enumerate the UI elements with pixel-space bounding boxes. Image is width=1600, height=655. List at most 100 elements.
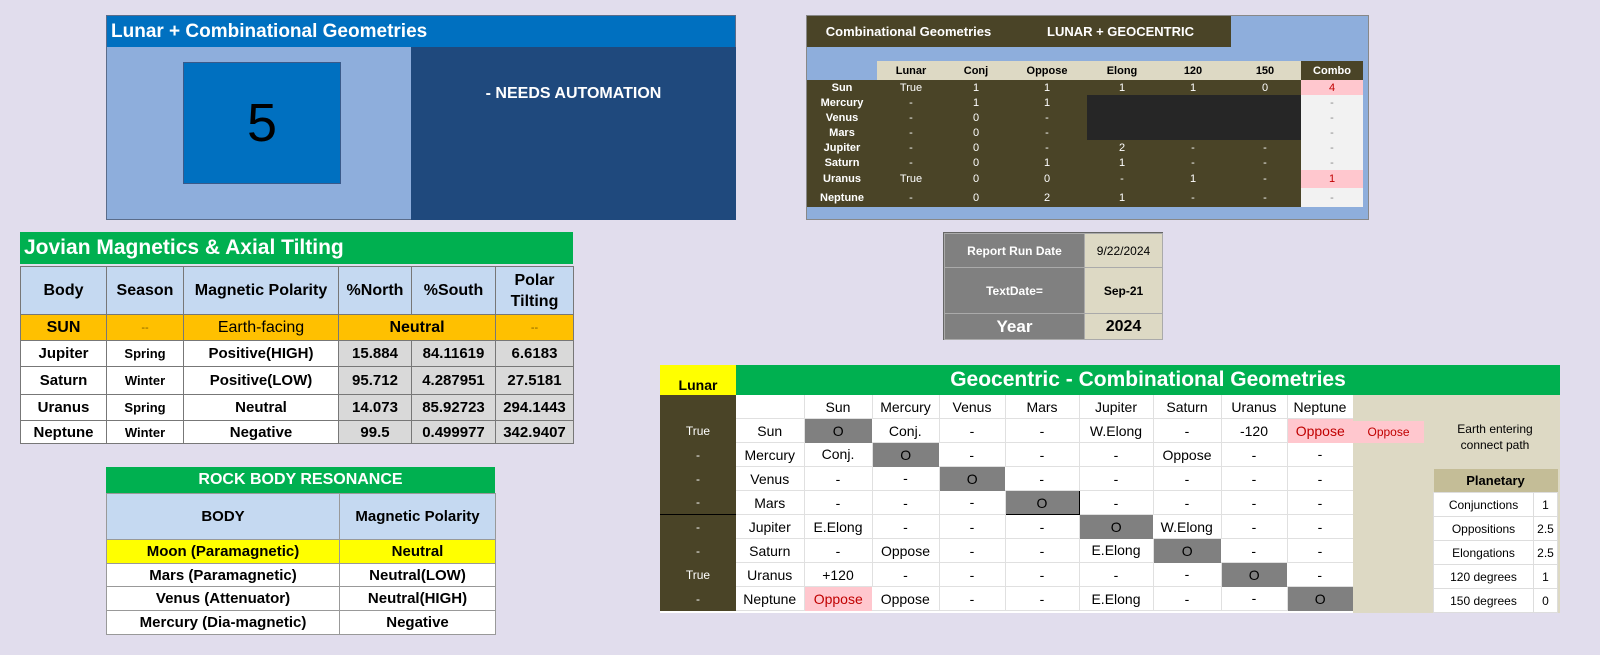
jovian-polarity[interactable]: Positive(LOW) bbox=[183, 366, 339, 395]
geo-cell[interactable]: - bbox=[1221, 466, 1288, 491]
geo-lunar-flag[interactable]: True bbox=[660, 418, 736, 443]
rock-polarity[interactable]: Neutral(HIGH) bbox=[339, 586, 496, 611]
jovian-south[interactable]: 85.92723 bbox=[411, 394, 496, 421]
geo-cell[interactable]: Oppose bbox=[1153, 442, 1222, 467]
jovian-sun-tilt[interactable]: -- bbox=[495, 314, 574, 341]
combo-cell[interactable]: - bbox=[1229, 188, 1301, 207]
combo-cell[interactable]: - bbox=[1087, 170, 1157, 188]
combo-col-header[interactable]: Combo bbox=[1301, 61, 1363, 80]
geo-row-body[interactable]: Neptune bbox=[736, 586, 805, 611]
rock-col-header[interactable]: BODY bbox=[106, 493, 340, 540]
geo-cell[interactable]: E.Elong bbox=[1079, 586, 1154, 611]
geo-cell[interactable]: - bbox=[1153, 562, 1222, 587]
geo-cell[interactable]: Conj. bbox=[803, 442, 873, 467]
geo-cell[interactable]: O bbox=[803, 418, 872, 443]
planetary-value[interactable]: 2.5 bbox=[1532, 516, 1559, 541]
jovian-north[interactable]: 15.884 bbox=[338, 340, 412, 367]
geo-cell[interactable]: - bbox=[1005, 466, 1080, 491]
geo-cell[interactable]: Oppose bbox=[1287, 418, 1353, 443]
rock-body[interactable]: Venus (Attenuator) bbox=[106, 586, 340, 611]
combo-cell[interactable] bbox=[1087, 95, 1157, 110]
combo-cell[interactable]: - bbox=[1229, 170, 1301, 188]
rock-col-header[interactable]: Magnetic Polarity bbox=[339, 493, 496, 540]
geo-cell[interactable]: Oppose bbox=[804, 586, 872, 611]
geo-cell[interactable]: - bbox=[1153, 466, 1222, 491]
jovian-col-header[interactable]: Season bbox=[106, 266, 184, 315]
jovian-season[interactable]: Winter bbox=[106, 420, 184, 444]
jovian-col-header[interactable]: Magnetic Polarity bbox=[183, 266, 339, 315]
combo-cell[interactable]: - bbox=[1007, 125, 1087, 140]
geo-cell[interactable]: O bbox=[1005, 490, 1080, 515]
geo-cell[interactable]: - bbox=[1153, 418, 1222, 443]
combo-row-body[interactable]: Venus bbox=[807, 110, 877, 125]
combo-col-header[interactable]: Oppose bbox=[1007, 61, 1087, 80]
combo-cell[interactable]: - bbox=[1157, 155, 1229, 170]
geo-cell[interactable]: - bbox=[1005, 538, 1080, 563]
combo-cell[interactable] bbox=[1157, 125, 1229, 140]
geo-cell[interactable]: - bbox=[872, 562, 940, 587]
jovian-body[interactable]: Saturn bbox=[20, 366, 107, 395]
combo-cell[interactable]: 1 bbox=[1007, 155, 1087, 170]
combo-cell[interactable]: - bbox=[877, 140, 945, 155]
jovian-col-header[interactable]: %South bbox=[411, 266, 496, 315]
geo-cell[interactable]: - bbox=[803, 466, 873, 491]
geo-cell[interactable]: - bbox=[1287, 466, 1354, 491]
combo-cell[interactable]: 1 bbox=[1087, 155, 1157, 170]
geo-cell[interactable]: - bbox=[1221, 490, 1288, 515]
geo-cell[interactable]: W.Elong bbox=[1079, 418, 1154, 443]
combo-cell[interactable] bbox=[1229, 110, 1301, 125]
geo-cell[interactable]: - bbox=[939, 442, 1006, 467]
combo-cell[interactable]: 0 bbox=[945, 155, 1007, 170]
combo-total-cell[interactable]: 4 bbox=[1301, 80, 1363, 95]
geo-col-header[interactable]: Jupiter bbox=[1079, 395, 1154, 419]
geo-cell[interactable]: - bbox=[1153, 586, 1222, 611]
geo-lunar-flag[interactable]: - bbox=[660, 538, 736, 563]
combo-cell[interactable]: 1 bbox=[1007, 80, 1087, 95]
jovian-north[interactable]: 99.5 bbox=[338, 420, 412, 444]
combo-row-body[interactable]: Mercury bbox=[807, 95, 877, 110]
jovian-north[interactable]: 14.073 bbox=[338, 394, 412, 421]
combo-total-cell[interactable]: - bbox=[1301, 110, 1363, 125]
jovian-col-header[interactable]: Polar Tilting bbox=[495, 266, 574, 315]
combo-cell[interactable]: - bbox=[1157, 140, 1229, 155]
jovian-tilt[interactable]: 27.5181 bbox=[495, 366, 574, 395]
combo-cell[interactable] bbox=[1157, 110, 1229, 125]
jovian-season[interactable]: Spring bbox=[106, 340, 184, 367]
geo-col-header[interactable]: Sun bbox=[804, 395, 873, 419]
jovian-tilt[interactable]: 294.1443 bbox=[495, 394, 574, 421]
combo-cell[interactable] bbox=[1087, 125, 1157, 140]
combo-total-cell[interactable]: - bbox=[1301, 188, 1363, 207]
geo-cell[interactable]: - bbox=[939, 514, 1006, 539]
combo-row-body[interactable]: Uranus bbox=[807, 170, 877, 188]
combo-cell[interactable]: - bbox=[877, 95, 945, 110]
combo-cell[interactable]: - bbox=[1229, 155, 1301, 170]
geo-col-header[interactable]: Saturn bbox=[1153, 395, 1222, 419]
combo-cell[interactable]: - bbox=[1229, 140, 1301, 155]
combo-cell[interactable]: 0 bbox=[945, 188, 1007, 207]
year-value[interactable]: 2024 bbox=[1084, 313, 1163, 340]
jovian-polarity[interactable]: Positive(HIGH) bbox=[183, 340, 339, 367]
geo-cell[interactable]: - bbox=[1005, 514, 1080, 539]
geo-cell[interactable]: O bbox=[1287, 586, 1353, 611]
textdate-value[interactable]: Sep-21 bbox=[1084, 267, 1163, 314]
planetary-value[interactable]: 2.5 bbox=[1532, 540, 1559, 565]
geo-cell[interactable]: E.Elong bbox=[1079, 538, 1154, 563]
geo-cell[interactable]: Oppose bbox=[872, 538, 940, 563]
combo-cell[interactable]: 1 bbox=[1087, 188, 1157, 207]
combo-cell[interactable]: - bbox=[877, 125, 945, 140]
jovian-south[interactable]: 0.499977 bbox=[411, 420, 496, 444]
combo-cell[interactable]: 2 bbox=[1087, 140, 1157, 155]
combo-cell[interactable]: 0 bbox=[945, 170, 1007, 188]
combo-cell[interactable]: 0 bbox=[1007, 170, 1087, 188]
combo-row-body[interactable]: Mars bbox=[807, 125, 877, 140]
geo-cell[interactable]: W.Elong bbox=[1153, 514, 1222, 539]
jovian-south[interactable]: 84.11619 bbox=[411, 340, 496, 367]
combo-total-cell[interactable]: 1 bbox=[1301, 170, 1363, 188]
geo-lunar-flag[interactable]: - bbox=[660, 442, 736, 467]
geo-cell[interactable]: - bbox=[1287, 562, 1354, 587]
geo-col-header[interactable]: Uranus bbox=[1221, 395, 1288, 419]
combo-col-header[interactable]: Conj bbox=[945, 61, 1007, 80]
geo-cell[interactable]: - bbox=[1221, 514, 1288, 539]
combo-cell[interactable] bbox=[1157, 95, 1229, 110]
combo-cell[interactable]: 0 bbox=[945, 110, 1007, 125]
